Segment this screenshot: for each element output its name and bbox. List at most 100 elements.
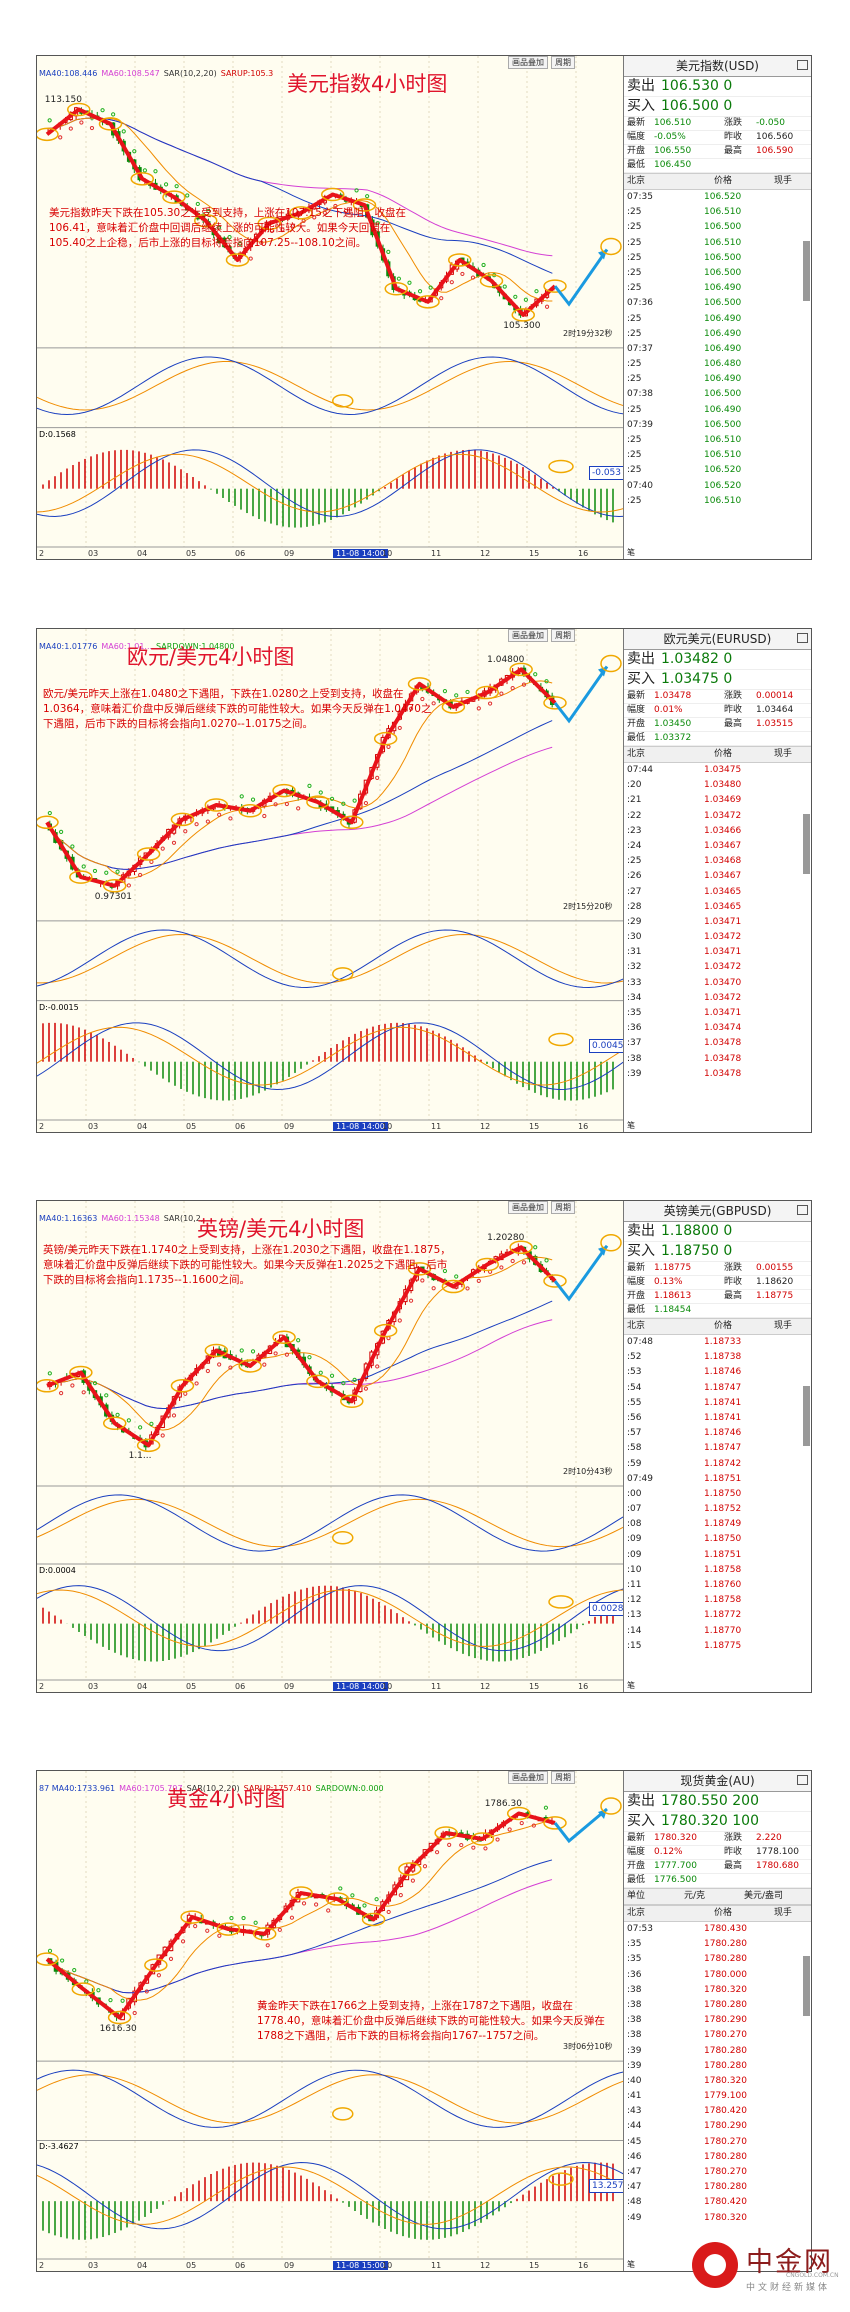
tick-price: 106.510 <box>704 435 742 445</box>
sar-dot <box>363 1386 369 1391</box>
sar-dot <box>262 813 267 819</box>
sar-dot <box>447 1842 452 1847</box>
tick-time: :39 <box>627 2060 642 2071</box>
quote-label: 买入 <box>627 1243 655 1259</box>
tick-price: 1.03465 <box>704 901 742 912</box>
tick-time: :44 <box>627 2121 642 2132</box>
logo-domain: CNGOLD.COM.CN <box>786 2272 839 2279</box>
stat-cell: 最新 <box>627 118 646 128</box>
sar-dot <box>434 1850 440 1855</box>
sar-dot <box>59 1391 64 1396</box>
tick-row: :08 1.18749 <box>624 1517 811 1532</box>
toolbar-button[interactable]: 周期 <box>551 1201 575 1214</box>
toolbar-button[interactable]: 画品叠加 <box>508 629 548 642</box>
tick-scrollbar[interactable] <box>803 1386 810 1446</box>
sar-dot <box>521 682 527 687</box>
x-tick-label: 12 <box>480 2261 491 2270</box>
pivot-circle <box>332 1531 354 1545</box>
pivot-markers <box>37 662 567 893</box>
quote-title: 英镑美元(GBPUSD) <box>624 1201 811 1222</box>
sar-dot <box>454 1274 459 1279</box>
high-price-label: 113.150 <box>44 95 82 106</box>
quote-label: 买入 <box>627 98 655 114</box>
tick-price: 1.03471 <box>704 1008 742 1018</box>
tick-price: 1780.280 <box>704 1939 747 1950</box>
x-tick-label: 10 <box>382 1682 393 1691</box>
unit-selector[interactable]: 元/克 <box>684 1891 706 1901</box>
quote-stats-row: 最低 106.450 <box>624 159 811 173</box>
toolbar-button[interactable]: 画品叠加 <box>508 1201 548 1214</box>
x-tick-label: 05 <box>186 549 197 558</box>
tick-time: :36 <box>627 1023 642 1034</box>
tick-price: 106.520 <box>704 192 742 202</box>
stat-cell: -0.05% <box>654 132 686 142</box>
bar-countdown: 2时15分20秒 <box>563 901 613 911</box>
window-toggle-icon[interactable] <box>797 1775 808 1785</box>
tick-time: 07:36 <box>627 298 653 309</box>
unit-selector[interactable]: 单位 <box>627 1891 646 1901</box>
x-tick-label: 03 <box>88 1122 99 1131</box>
tick-price: 1.18741 <box>704 1397 742 1408</box>
tick-row: 07:37 106.490 <box>624 342 811 357</box>
ma-value: MA40:1.16363 <box>39 1214 98 1223</box>
ma-value: SARDOWN:1.04800 <box>156 642 235 651</box>
tick-time: :23 <box>627 825 642 836</box>
toolbar-button[interactable]: 画品叠加 <box>508 56 548 69</box>
toolbar-button[interactable]: 周期 <box>551 1771 575 1784</box>
kdj-line <box>37 929 625 988</box>
tick-price: 1780.320 <box>704 2075 747 2086</box>
x-tick-label: 05 <box>186 1122 197 1131</box>
price-chart[interactable] <box>37 1201 625 1693</box>
sar-dot <box>375 221 380 226</box>
sar-dot <box>89 125 95 131</box>
tick-scrollbar[interactable] <box>803 241 810 301</box>
tick-time: :43 <box>627 2106 642 2117</box>
stat-cell: 开盘 <box>627 719 646 729</box>
pivot-circle <box>67 102 91 117</box>
price-chart[interactable] <box>37 56 625 560</box>
tick-time: :25 <box>627 313 642 324</box>
tick-row: :26 1.03467 <box>624 869 811 884</box>
sar-dot <box>352 1377 357 1382</box>
tick-row: :30 1.03472 <box>624 930 811 945</box>
unit-selector[interactable]: 美元/盎司 <box>744 1891 784 1901</box>
tick-row: :25 106.510 <box>624 236 811 251</box>
chart-toolbar: 画品叠加 周期 <box>505 1771 575 1784</box>
pivot-circle <box>352 198 377 212</box>
sar-dot <box>149 859 154 864</box>
price-chart[interactable] <box>37 629 625 1133</box>
sar-dot <box>338 1886 343 1891</box>
window-toggle-icon[interactable] <box>797 633 808 643</box>
tick-price: 106.480 <box>704 359 742 370</box>
tick-row: :23 1.03466 <box>624 824 811 839</box>
tick-price: 1.18760 <box>704 1580 742 1590</box>
toolbar-button[interactable]: 周期 <box>551 629 575 642</box>
tick-row: :29 1.03471 <box>624 915 811 930</box>
dea-line <box>37 1026 625 1086</box>
quote-label: 卖出 <box>627 1223 655 1239</box>
stat-cell: 106.450 <box>654 160 692 170</box>
window-toggle-icon[interactable] <box>797 1205 808 1215</box>
window-toggle-icon[interactable] <box>797 60 808 70</box>
tick-price: 1780.280 <box>704 2151 747 2162</box>
sar-dot <box>284 801 289 807</box>
quote-buy-row: 买入 1.03475 0 <box>624 670 811 690</box>
quote-buy-row: 买入 1.18750 0 <box>624 1242 811 1262</box>
sar-dot <box>216 225 222 230</box>
dif-line <box>37 449 625 517</box>
tick-time: :21 <box>627 795 642 806</box>
kdj-line <box>37 356 625 416</box>
sar-dots <box>47 1805 549 2016</box>
tick-row: :11 1.18760 <box>624 1578 811 1593</box>
tick-scrollbar[interactable] <box>803 1956 810 2016</box>
sar-dot <box>431 701 436 706</box>
tick-header-cell: 现手 <box>774 176 793 186</box>
x-tick-label: 06 <box>235 549 246 558</box>
tick-price: 1.18738 <box>704 1352 742 1363</box>
toolbar-button[interactable]: 画品叠加 <box>508 1771 548 1784</box>
sar-dot <box>70 1383 75 1388</box>
toolbar-button[interactable]: 周期 <box>551 56 575 69</box>
tick-scrollbar[interactable] <box>803 814 810 874</box>
price-chart[interactable] <box>37 1771 625 2272</box>
macd-lines-pane <box>37 2069 625 2128</box>
